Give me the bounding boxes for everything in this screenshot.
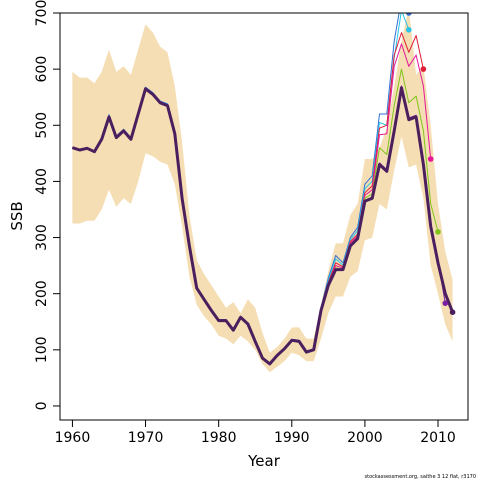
endpoint-marker-peel4	[435, 229, 441, 235]
y-tick-label: 500	[34, 112, 50, 139]
series-line-final	[71, 86, 454, 366]
x-tick-label: 1990	[274, 430, 310, 446]
endpoint-marker-peel2	[420, 66, 427, 72]
y-tick-label: 300	[34, 224, 50, 251]
endpoint-marker-peel3	[427, 156, 434, 162]
endpoint-marker-peel1	[406, 27, 412, 33]
y-axis: 0 100 200 300 400 500 600 700	[34, 0, 61, 411]
footer-credit: stockassessment.org, saithe 3 12 flat, r…	[365, 474, 477, 480]
endpoint-marker-peel0	[406, 13, 412, 16]
y-tick-label: 200	[34, 280, 50, 307]
x-axis-title: Year	[247, 452, 281, 470]
y-tick-label: 600	[34, 56, 50, 83]
x-tick-label: 2000	[347, 430, 383, 446]
y-tick-label: 700	[34, 0, 50, 26]
y-axis-title: SSB	[8, 201, 26, 230]
x-axis: 1960 1970 1980 1990 2000 2010	[55, 419, 456, 446]
endpoint-markers-layer	[406, 13, 456, 316]
endpoint-marker-peel5	[442, 300, 449, 307]
confidence-band	[72, 13, 453, 373]
x-tick-label: 1980	[201, 430, 237, 446]
confidence-band-layer	[72, 13, 453, 373]
endpoint-marker-final	[449, 309, 456, 316]
y-tick-label: 0	[34, 402, 50, 411]
series-lines-layer	[71, 13, 454, 366]
x-tick-label: 1970	[128, 430, 164, 446]
y-tick-label: 100	[34, 336, 50, 363]
x-tick-label: 1960	[55, 430, 91, 446]
x-tick-label: 2010	[420, 430, 456, 446]
y-tick-label: 400	[34, 168, 50, 195]
